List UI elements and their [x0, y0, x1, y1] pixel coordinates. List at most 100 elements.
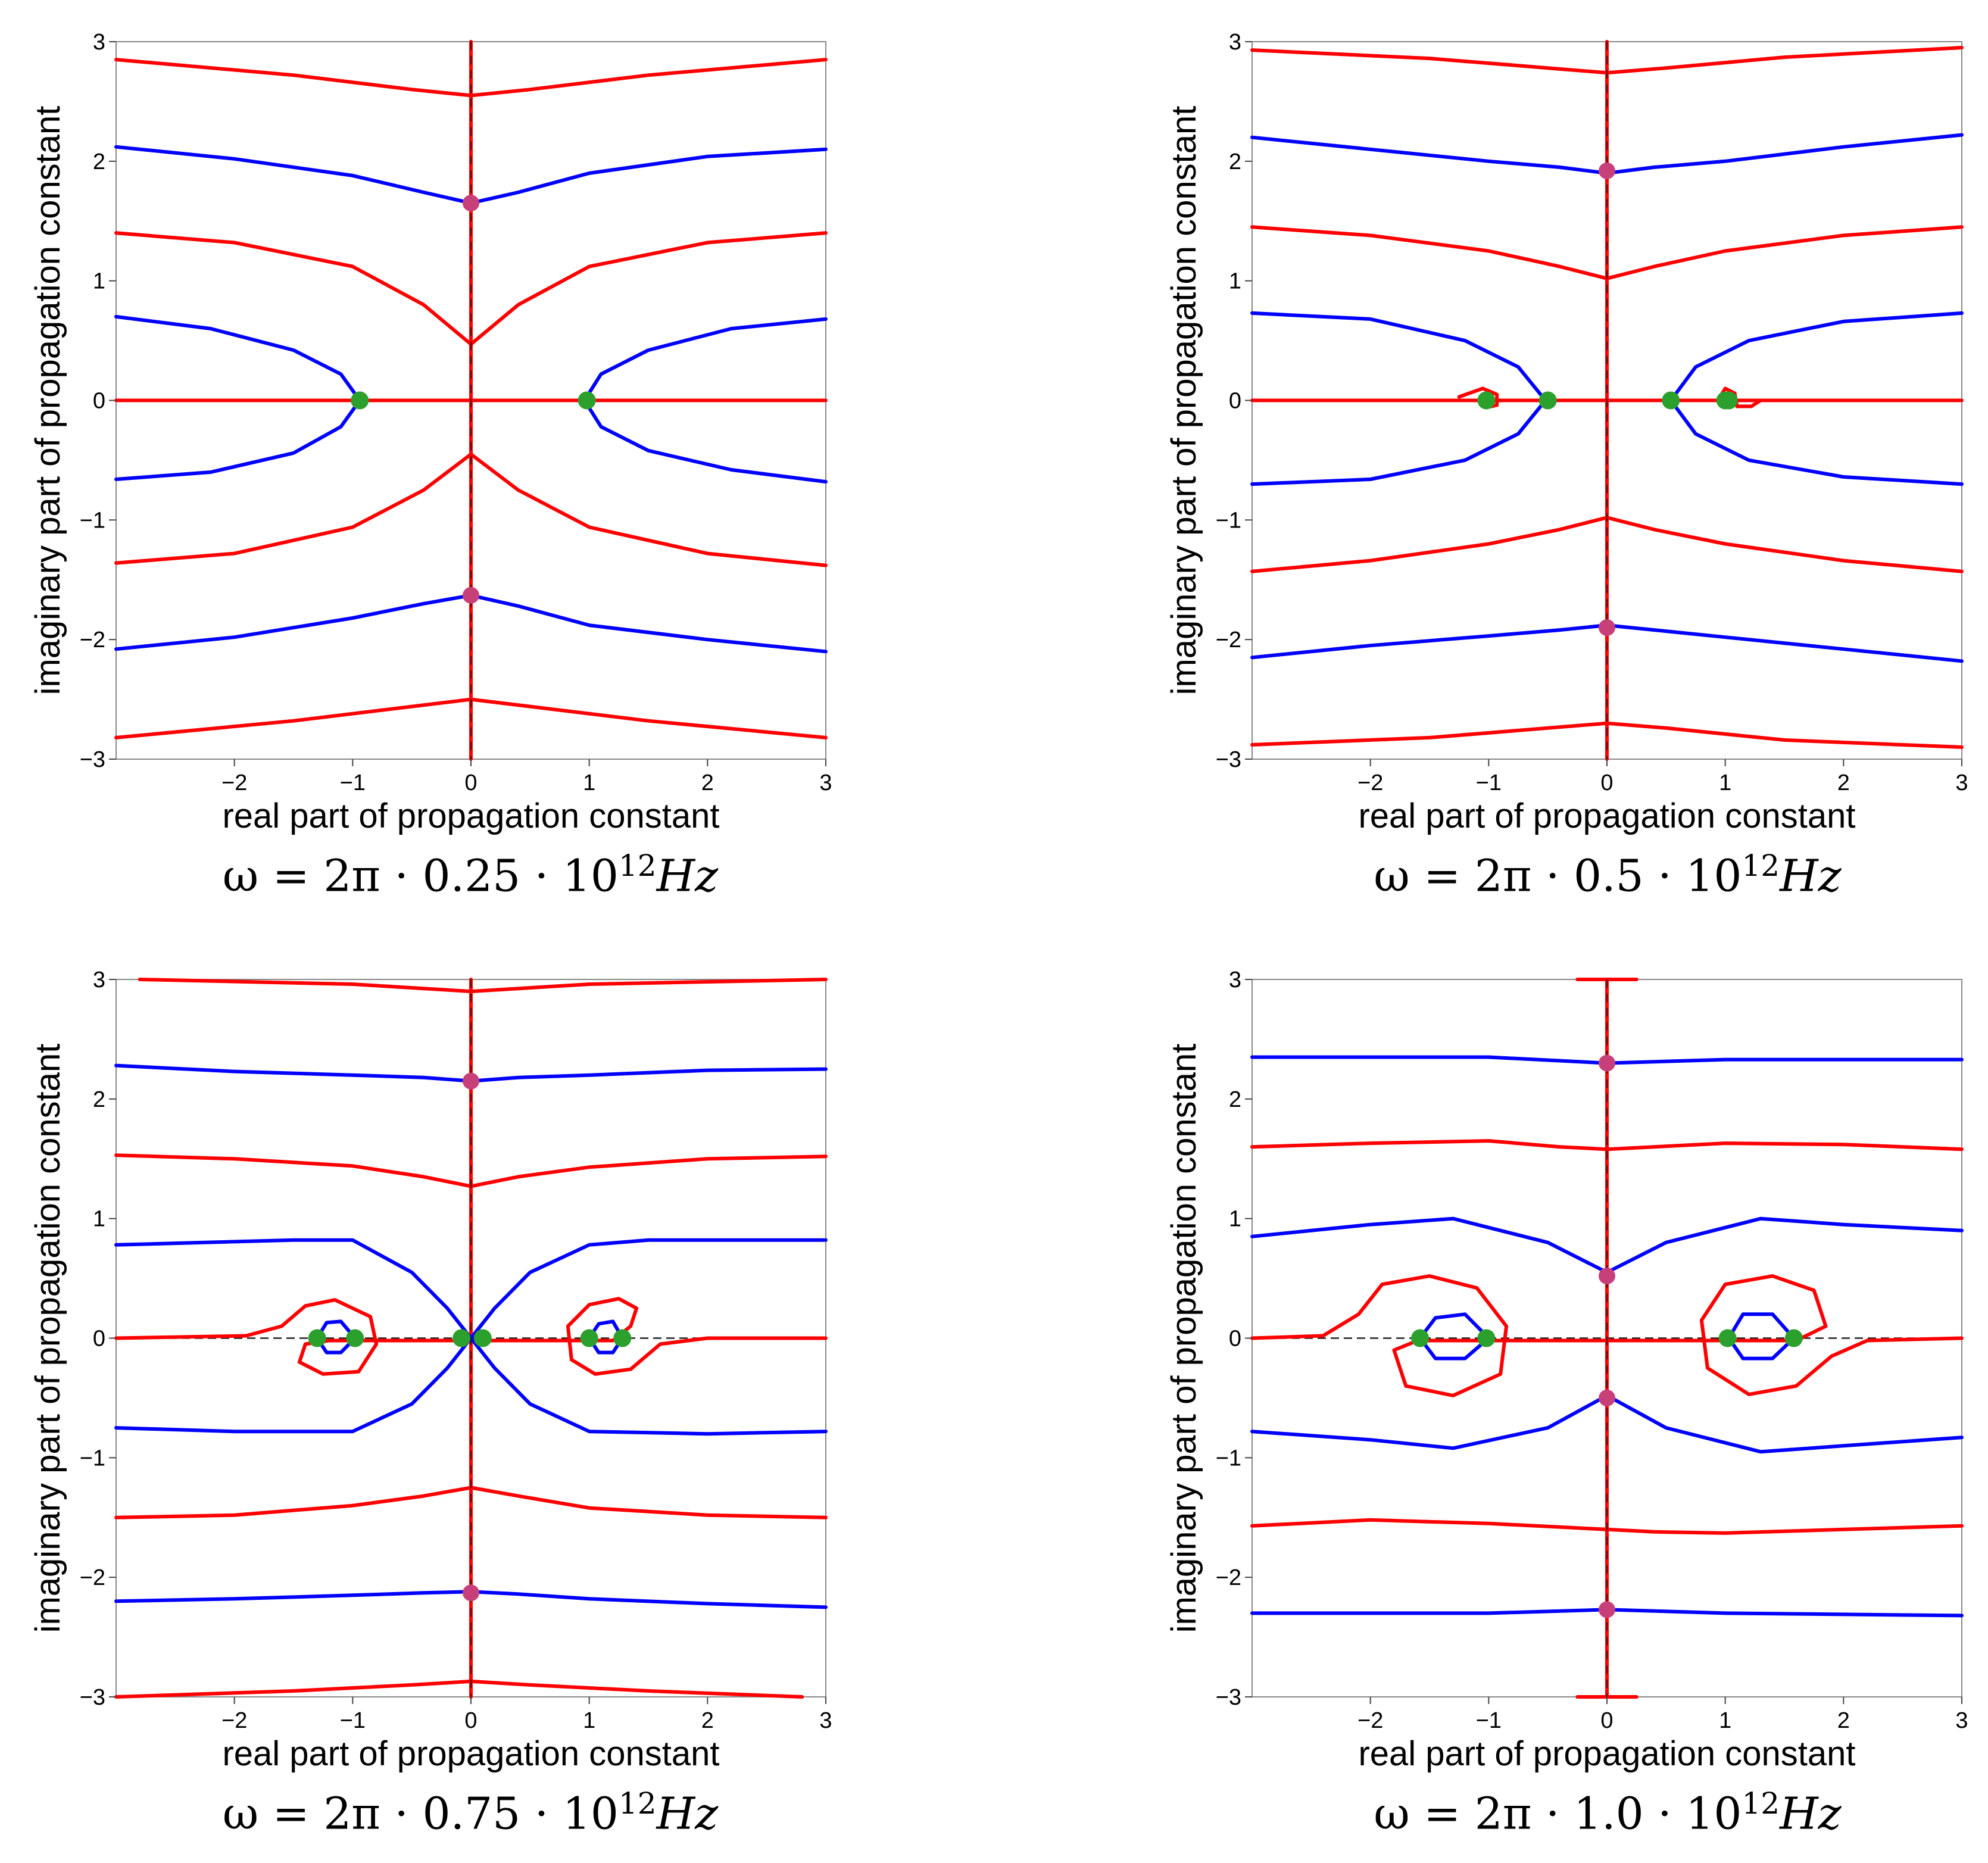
caption-exponent: 12	[619, 1786, 657, 1821]
saddle-point-marker-0	[308, 1329, 326, 1347]
y-tick-label: 0	[93, 389, 105, 414]
x-tick-label: −2	[1357, 1708, 1383, 1733]
x-tick-label: 2	[1837, 1708, 1850, 1733]
caption-unit: Hz	[656, 850, 719, 902]
caption-panel-1: ω = 2π · 0.5 · 1012Hz	[1280, 848, 1935, 902]
saddle-point-marker-1	[1538, 391, 1557, 410]
y-tick-label: −2	[1216, 1565, 1241, 1590]
x-tick-label: 0	[1600, 1708, 1613, 1733]
x-tick-label: 2	[1837, 770, 1850, 795]
x-tick-label: 2	[701, 770, 714, 795]
x-tick-label: 0	[1600, 770, 1613, 795]
caption-panel-0: ω = 2π · 0.25 · 1012Hz	[143, 848, 798, 902]
y-tick-label: −3	[80, 747, 105, 772]
caption-exponent: 12	[1742, 1786, 1780, 1821]
x-tick-label: 2	[701, 1708, 714, 1733]
y-tick-label: −2	[1216, 628, 1241, 653]
saddle-point-marker-2	[1662, 391, 1680, 410]
x-axis-label: real part of propagation constant	[222, 797, 719, 835]
x-tick-label: −1	[340, 1708, 366, 1733]
caption-prefix: ω = 2π · 0.75 · 10	[222, 1788, 619, 1840]
saddle-point-marker-1	[578, 391, 596, 410]
y-tick-label: −1	[80, 1446, 105, 1471]
panel-1: −2 −1 0 1 2 3 −3 −2 −1 0 1 2 3 real part of propagati…	[1165, 30, 1968, 835]
saddle-point-marker-0	[1477, 391, 1496, 410]
y-tick-label: −3	[1216, 1685, 1241, 1710]
caption-unit: Hz	[1780, 850, 1842, 902]
x-tick-label: −2	[1357, 770, 1383, 795]
caption-panel-3: ω = 2π · 1.0 · 1012Hz	[1280, 1786, 1935, 1840]
saddle-point-marker-0	[1411, 1329, 1430, 1347]
pole-marker-1	[463, 1584, 479, 1602]
y-tick-label: 2	[1229, 149, 1241, 174]
caption-unit: Hz	[1780, 1788, 1842, 1840]
y-tick-label: 2	[1229, 1087, 1241, 1112]
pole-marker-0	[1599, 1054, 1615, 1072]
y-tick-label: 0	[93, 1327, 105, 1352]
caption-exponent: 12	[1742, 848, 1780, 883]
pole-marker-1	[1599, 619, 1615, 636]
x-tick-label: 0	[464, 770, 477, 795]
saddle-point-marker-3	[1784, 1329, 1803, 1347]
panel-3: −2 −1 0 1 2 3 −3 −2 −1 0 1 2 3 real part of propagati…	[1165, 968, 1968, 1773]
y-tick-label: 3	[1229, 30, 1241, 55]
saddle-point-marker-4	[580, 1329, 598, 1347]
y-tick-label: 3	[93, 968, 105, 993]
y-axis-label: imaginary part of propagation constant	[29, 106, 67, 695]
y-tick-label: 3	[1229, 968, 1241, 993]
panel-2: −2 −1 0 1 2 3 −3 −2 −1 0 1 2 3 real part of propagati…	[29, 968, 832, 1773]
y-tick-label: 1	[93, 1207, 105, 1232]
saddle-point-marker-5	[613, 1329, 632, 1347]
x-axis-label: real part of propagation constant	[1358, 1734, 1855, 1773]
pole-marker-3	[1599, 1601, 1615, 1618]
y-tick-label: −3	[1216, 747, 1241, 772]
x-tick-label: 3	[1955, 770, 1968, 795]
x-axis-label: real part of propagation constant	[222, 1734, 719, 1773]
y-tick-label: 1	[93, 269, 105, 294]
pole-marker-1	[463, 586, 479, 604]
y-tick-label: −2	[80, 1565, 105, 1590]
x-tick-label: −1	[1476, 770, 1502, 795]
y-tick-label: −2	[80, 628, 105, 653]
saddle-point-marker-3	[473, 1329, 492, 1347]
caption-exponent: 12	[619, 848, 657, 883]
y-tick-label: −3	[80, 1685, 105, 1710]
x-tick-label: −2	[221, 1708, 247, 1733]
pole-marker-0	[463, 1072, 479, 1090]
x-tick-label: 3	[819, 1708, 832, 1733]
x-tick-label: 1	[1719, 770, 1731, 795]
y-tick-label: −1	[1216, 1446, 1241, 1471]
y-tick-label: −1	[80, 508, 105, 533]
x-axis-label: real part of propagation constant	[1358, 797, 1855, 835]
y-tick-label: 2	[93, 149, 105, 174]
pole-marker-0	[1599, 162, 1615, 179]
x-tick-label: −1	[340, 770, 366, 795]
caption-prefix: ω = 2π · 0.5 · 10	[1374, 850, 1742, 902]
saddle-point-marker-1	[346, 1329, 364, 1347]
y-tick-label: 3	[93, 30, 105, 55]
caption-prefix: ω = 2π · 0.25 · 10	[222, 850, 619, 902]
pole-marker-2	[1599, 1389, 1615, 1406]
y-axis-label: imaginary part of propagation constant	[1165, 106, 1203, 695]
panel-0: −2 −1 0 1 2 3 −3 −2 −1 0 1 2 3 real part of propagati…	[29, 30, 832, 835]
y-tick-label: 1	[1229, 269, 1241, 294]
caption-prefix: ω = 2π · 1.0 · 10	[1374, 1788, 1742, 1840]
y-tick-label: 2	[93, 1087, 105, 1112]
x-tick-label: 1	[1719, 1708, 1731, 1733]
pole-marker-0	[463, 195, 479, 212]
x-tick-label: −1	[1476, 1708, 1502, 1733]
x-tick-label: 3	[819, 770, 832, 795]
y-axis-label: imaginary part of propagation constant	[29, 1044, 67, 1633]
pole-marker-1	[1599, 1268, 1615, 1285]
saddle-point-marker-4	[1719, 391, 1738, 410]
y-tick-label: 0	[1229, 389, 1241, 414]
y-tick-label: 1	[1229, 1207, 1241, 1232]
saddle-point-marker-1	[1477, 1329, 1496, 1347]
x-tick-label: 1	[583, 1708, 595, 1733]
x-tick-label: 3	[1955, 1708, 1968, 1733]
saddle-point-marker-0	[351, 391, 369, 410]
x-tick-label: 0	[464, 1708, 477, 1733]
y-tick-label: 0	[1229, 1327, 1241, 1352]
saddle-point-marker-2	[452, 1329, 471, 1347]
